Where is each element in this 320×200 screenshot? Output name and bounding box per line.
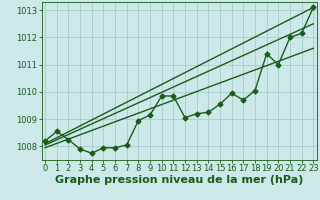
X-axis label: Graphe pression niveau de la mer (hPa): Graphe pression niveau de la mer (hPa): [55, 175, 303, 185]
